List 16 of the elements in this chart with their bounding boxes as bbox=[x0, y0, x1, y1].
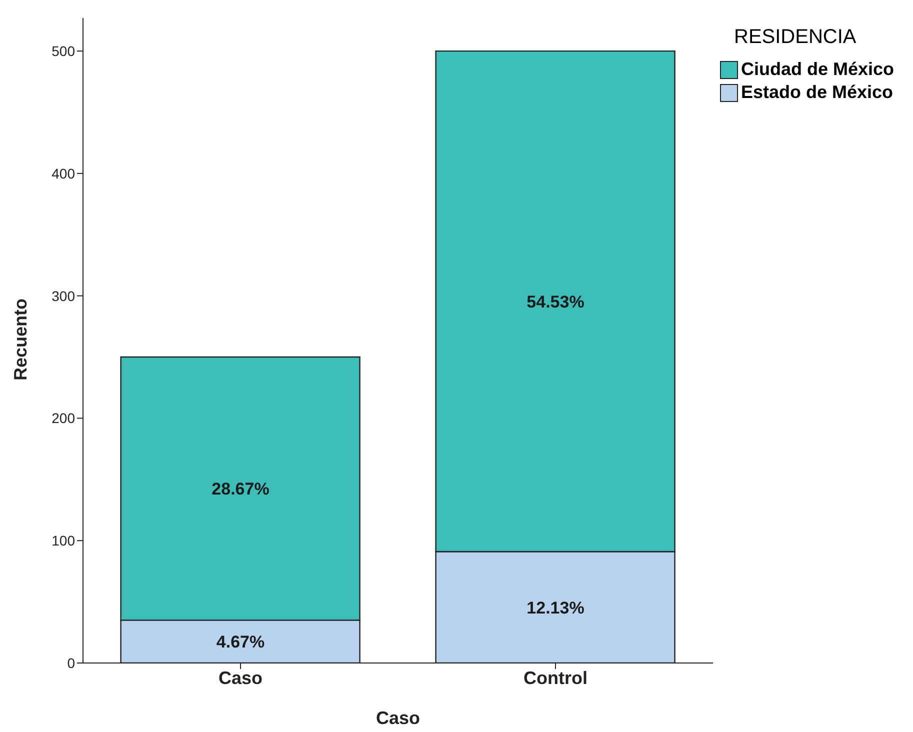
x-tick-label: Control bbox=[524, 668, 588, 688]
y-tick-label: 200 bbox=[52, 410, 76, 426]
legend-label: Estado de México bbox=[741, 82, 894, 103]
y-tick-label: 0 bbox=[67, 654, 76, 671]
y-axis-title: Recuento bbox=[10, 298, 30, 380]
y-tick-label: 300 bbox=[52, 288, 76, 304]
x-axis-title: Caso bbox=[376, 708, 420, 728]
y-tick-label: 100 bbox=[52, 532, 76, 549]
legend-label: Ciudad de México bbox=[741, 59, 894, 80]
annotation: 12.13% bbox=[526, 598, 584, 618]
y-tick-label: 500 bbox=[52, 43, 76, 60]
legend-title: RESIDENCIA bbox=[734, 26, 858, 49]
annotation: 54.53% bbox=[526, 292, 584, 312]
annotation: 4.67% bbox=[216, 632, 265, 652]
annotation: 28.67% bbox=[212, 480, 270, 499]
y-tick-label: 400 bbox=[52, 165, 76, 182]
